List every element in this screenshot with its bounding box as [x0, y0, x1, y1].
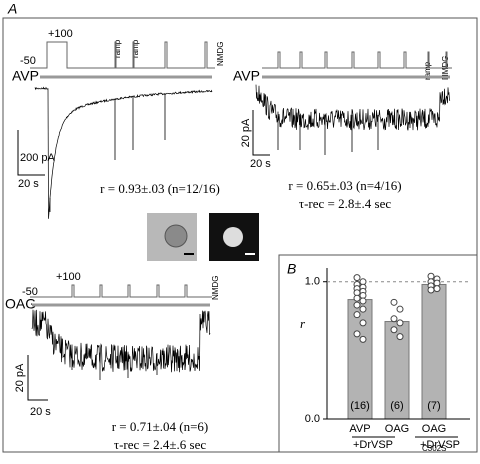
data-point [353, 301, 361, 309]
agent-label: OAG [5, 296, 36, 312]
voltage-protocol [262, 51, 452, 69]
scale-bar [252, 110, 270, 156]
panel-frame [2, 17, 478, 453]
data-point [396, 333, 404, 341]
current-trace [255, 84, 451, 131]
data-point [427, 286, 435, 294]
x-tick-label: OAG [385, 423, 409, 435]
n-label: (7) [427, 400, 440, 412]
scale-bar [27, 355, 48, 401]
y-tick-label: 0.0 [305, 413, 320, 425]
data-point [390, 298, 398, 306]
group-label: +DrVSP [353, 439, 393, 451]
scale-y: 20 pA [14, 363, 26, 392]
scale-y: 200 pA [20, 152, 56, 164]
hold-label: -50 [20, 55, 36, 67]
data-point [390, 326, 398, 334]
n-label: (16) [350, 400, 370, 412]
marker-label: ramp [113, 39, 122, 58]
scale-x: 20 s [18, 178, 39, 190]
stats: τ-rec = 2.8±.4 sec [299, 196, 391, 211]
scale-x: 20 s [30, 406, 51, 418]
step-label: +100 [48, 28, 73, 40]
data-point [396, 319, 404, 327]
data-point [359, 305, 367, 313]
agent-label: AVP [233, 68, 260, 84]
data-point [353, 294, 361, 302]
stats: r = 0.71±.04 (n=6) [112, 419, 209, 434]
marker-label: ramp [131, 39, 140, 58]
data-point [353, 330, 361, 338]
data-point [353, 274, 361, 282]
cell [164, 224, 188, 248]
panel-label: B [287, 261, 296, 277]
group-label: +DrVSP [420, 439, 460, 451]
scale-y: 20 pA [240, 118, 252, 147]
current-trace [34, 86, 213, 219]
stats: r = 0.65±.03 (n=4/16) [288, 178, 401, 193]
n-label: (6) [390, 400, 403, 412]
data-point [359, 297, 367, 305]
bar [347, 299, 373, 420]
x-tick-label: OAG [422, 423, 446, 435]
agent-label: AVP [12, 68, 39, 84]
y-tick-label: 1.0 [305, 276, 320, 288]
data-point [353, 311, 361, 319]
stats: τ-rec = 2.4±.6 sec [114, 437, 206, 452]
current-trace [31, 309, 211, 373]
stats: r = 0.93±.03 (n=12/16) [100, 181, 220, 196]
figure-id: C302S [422, 444, 446, 453]
data-point [359, 319, 367, 327]
voltage-protocol [30, 284, 212, 298]
step-label: +100 [56, 271, 81, 283]
data-point [396, 305, 404, 313]
cell [223, 227, 243, 247]
y-axis-label: r [300, 316, 306, 331]
data-point [390, 315, 398, 323]
scale-x: 20 s [250, 158, 271, 170]
x-tick-label: AVP [349, 423, 370, 435]
scale-bar [17, 130, 45, 176]
data-point [433, 285, 441, 293]
marker-label: ramp [423, 61, 432, 80]
data-point [359, 335, 367, 343]
voltage-protocol [30, 41, 215, 69]
marker-label: NMDG [216, 42, 225, 66]
hold-label: -50 [22, 286, 38, 298]
panel-label: A [7, 1, 17, 17]
bar [421, 283, 447, 420]
marker-label: NMDG [211, 276, 220, 300]
